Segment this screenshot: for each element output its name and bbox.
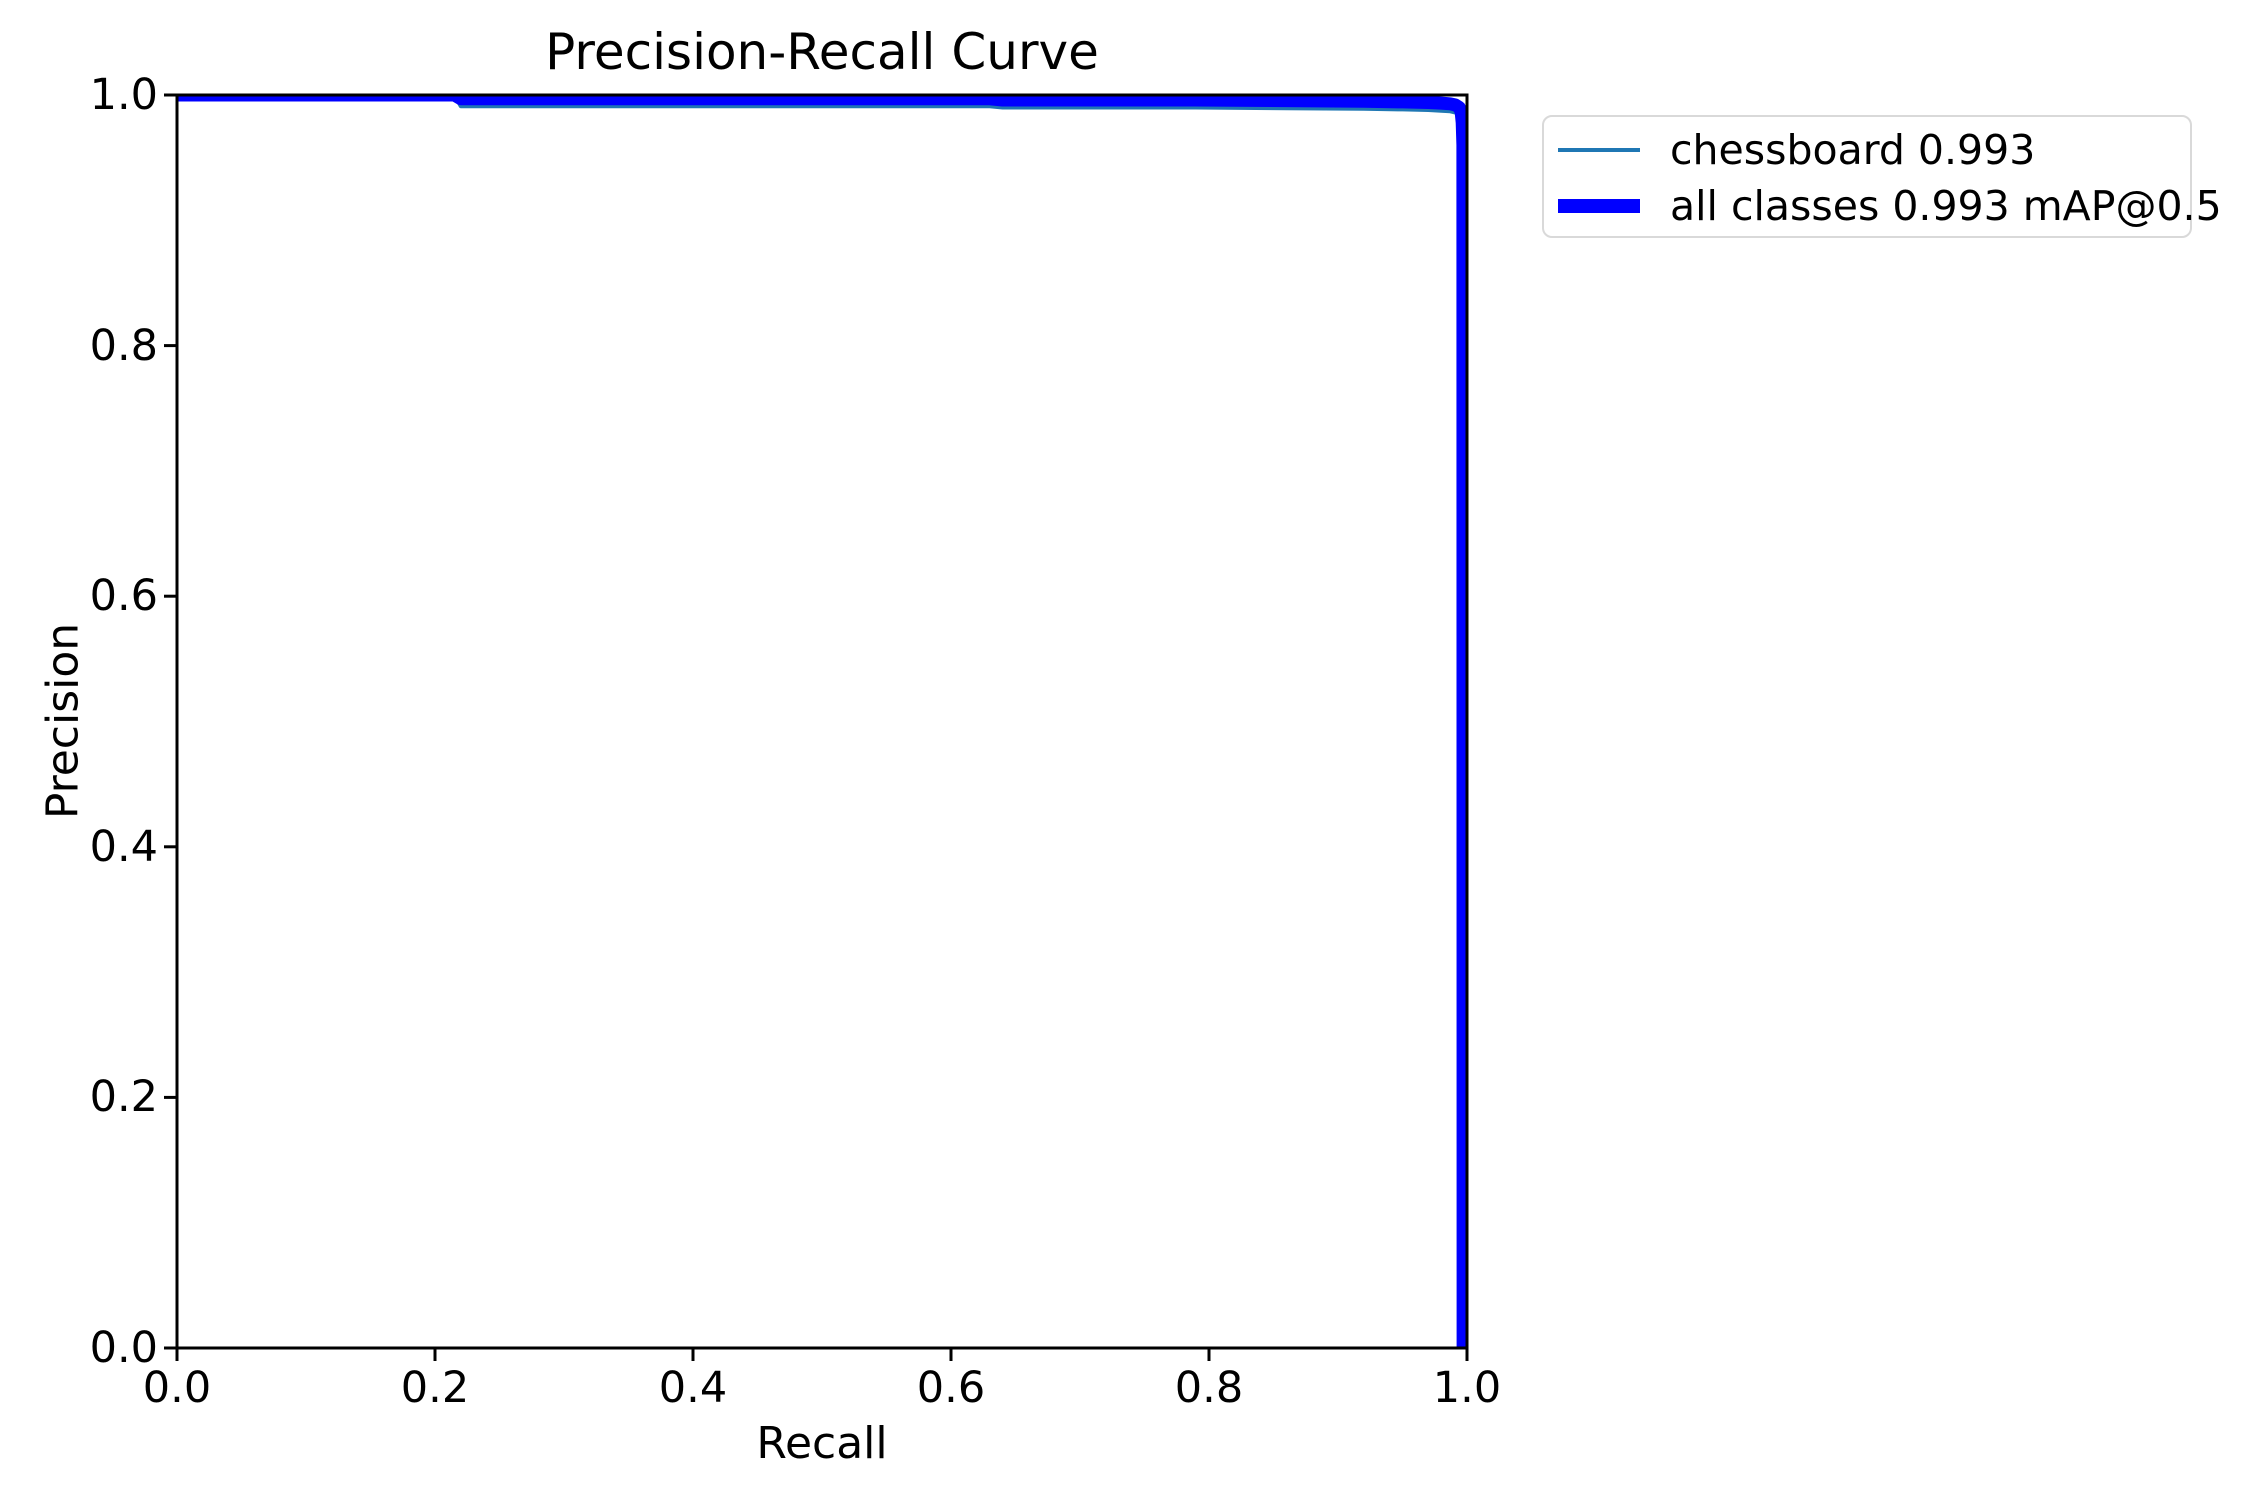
y-tick-label: 1.0 — [89, 70, 158, 120]
legend-label-all-classes: all classes 0.993 mAP@0.5 — [1670, 182, 2222, 230]
x-tick-label: 1.0 — [1432, 1363, 1502, 1413]
legend-line-sample-all-classes — [1558, 199, 1640, 213]
legend-line-sample-chessboard — [1558, 148, 1640, 152]
x-axis-label: Recall — [756, 1418, 888, 1469]
legend-entry-chessboard: chessboard 0.993 — [1544, 122, 2190, 178]
x-tick-label: 0.4 — [658, 1363, 728, 1413]
chart-title: Precision-Recall Curve — [545, 23, 1099, 81]
legend: chessboard 0.993 all classes 0.993 mAP@0… — [1542, 115, 2222, 238]
x-tick-label: 0.8 — [1174, 1363, 1244, 1413]
x-tick-label: 0.2 — [400, 1363, 470, 1413]
curve-chessboard — [177, 95, 1467, 1348]
axes-spines — [175, 93, 1469, 1350]
curves-layer — [177, 95, 1467, 1348]
y-axis-label: Precision — [37, 622, 89, 820]
y-tick-label: 0.8 — [89, 320, 158, 371]
legend-entry-all-classes: all classes 0.993 mAP@0.5 — [1544, 178, 2222, 234]
curve-all-classes — [177, 95, 1467, 1348]
y-tick-label: 0.0 — [89, 1323, 158, 1373]
y-tick-label: 0.4 — [89, 821, 158, 872]
x-tick-label: 0.0 — [142, 1363, 212, 1413]
legend-label-chessboard: chessboard 0.993 — [1670, 126, 2036, 174]
y-tick-label: 0.2 — [89, 1072, 158, 1123]
x-tick-label: 0.6 — [916, 1363, 986, 1413]
ticks-layer — [164, 93, 1469, 1361]
y-tick-label: 0.6 — [89, 571, 158, 622]
